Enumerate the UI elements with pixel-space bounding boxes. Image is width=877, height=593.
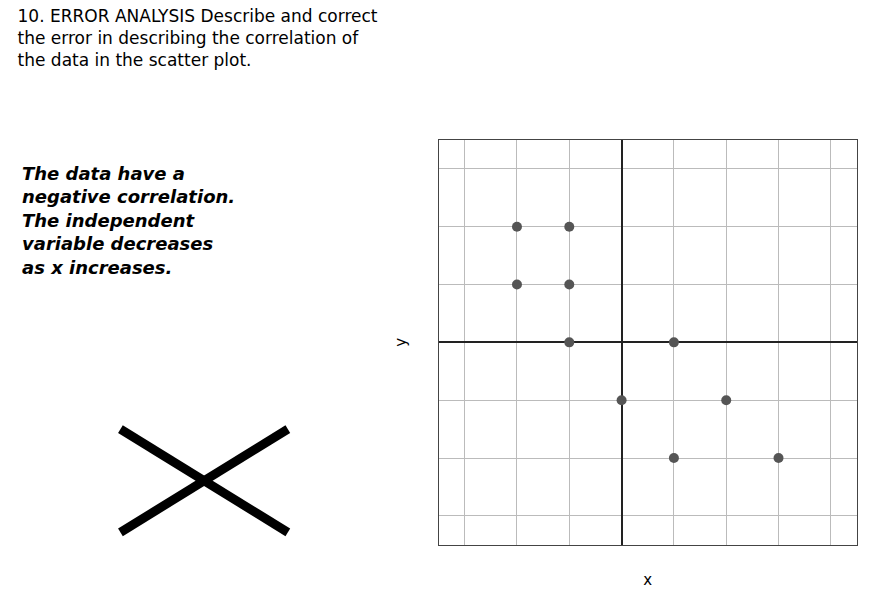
svg-text:10. ERROR ANALYSIS Describe an: 10. ERROR ANALYSIS Describe and correctt…	[18, 6, 378, 70]
svg-text:The data have anegative correl: The data have anegative correlation.The …	[22, 163, 235, 278]
svg-text:x: x	[643, 571, 652, 589]
svg-text:y: y	[392, 338, 410, 347]
